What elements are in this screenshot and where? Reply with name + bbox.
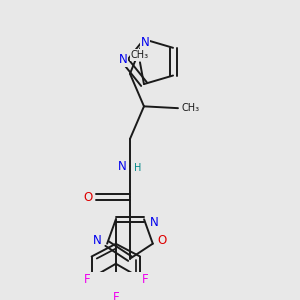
Text: F: F (83, 273, 90, 286)
Text: O: O (83, 190, 93, 203)
Text: N: N (141, 36, 149, 50)
Text: N: N (150, 215, 158, 229)
Text: F: F (112, 291, 119, 300)
Text: F: F (142, 273, 148, 286)
Text: H: H (134, 163, 142, 173)
Text: CH₃: CH₃ (182, 103, 200, 113)
Text: CH₃: CH₃ (131, 50, 149, 60)
Text: N: N (118, 53, 127, 66)
Text: O: O (157, 234, 167, 248)
Text: N: N (93, 234, 101, 248)
Text: N: N (118, 160, 126, 173)
